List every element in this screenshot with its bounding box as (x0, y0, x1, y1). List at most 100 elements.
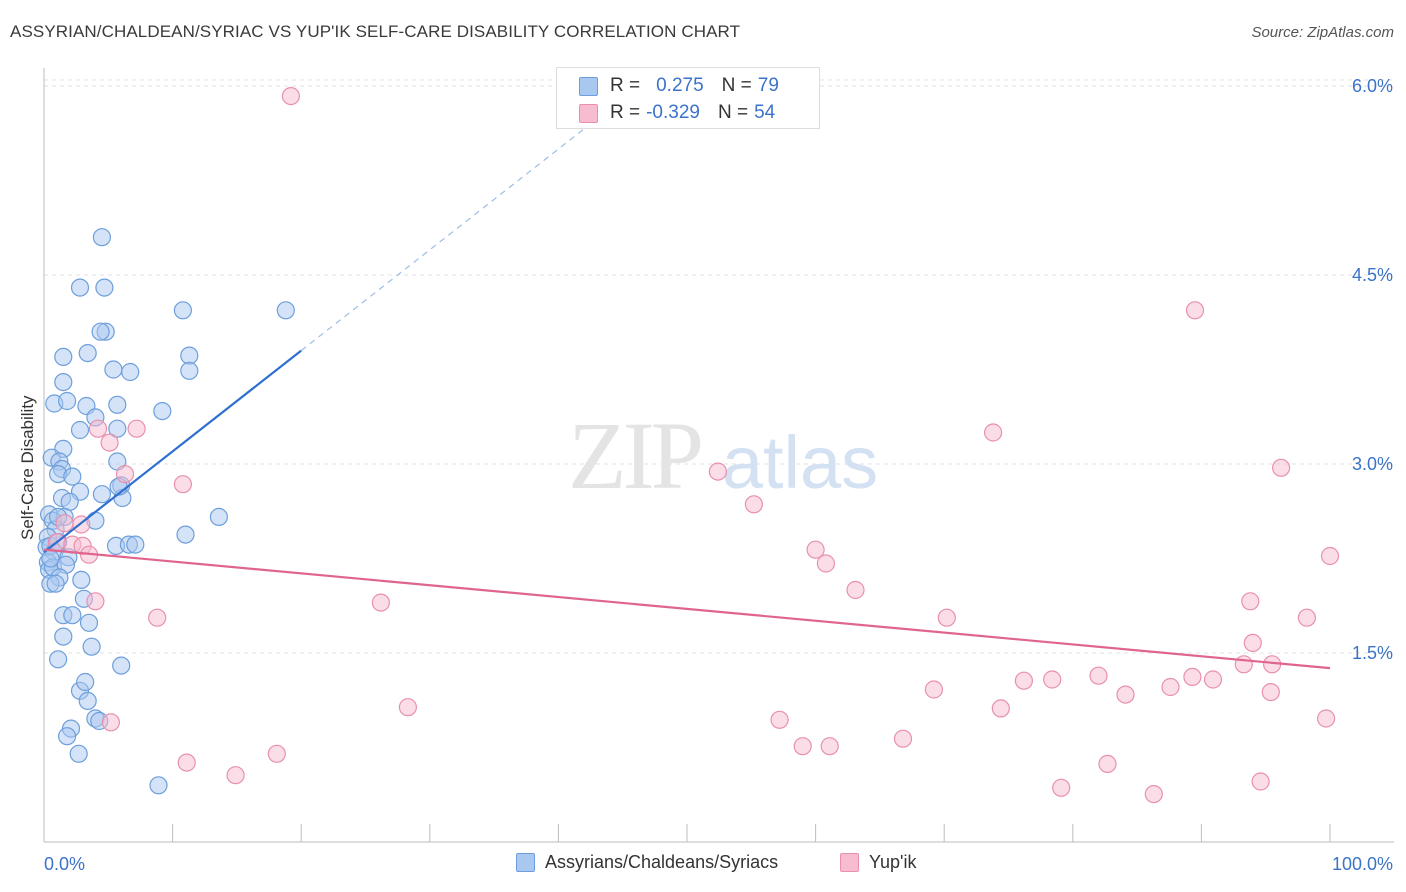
trend-lines (43, 98, 1331, 670)
data-point (46, 574, 65, 593)
data-point (991, 699, 1010, 718)
data-point (1089, 666, 1108, 685)
data-point (1297, 608, 1317, 627)
data-point (1203, 670, 1223, 689)
watermark: ZIP atlas (568, 402, 878, 509)
data-point (126, 535, 145, 554)
watermark-atlas: atlas (722, 421, 878, 504)
data-point (112, 656, 131, 675)
data-point (57, 727, 77, 746)
data-point (267, 744, 286, 763)
data-point (180, 346, 199, 365)
legend-r-label: R = (610, 75, 641, 96)
data-point (70, 278, 90, 297)
data-point (54, 373, 73, 392)
data-point (78, 691, 97, 711)
data-point (82, 637, 101, 656)
legend-row-assyrians: R = 0.275 N = 79 (579, 74, 779, 98)
axes (43, 68, 1394, 843)
x-tick-label: 0.0% (44, 854, 85, 874)
data-point (1316, 709, 1336, 728)
trend-line-yupik (43, 548, 1331, 670)
legend-swatch-yupik (840, 853, 859, 872)
gridlines (44, 79, 1394, 654)
data-point (69, 744, 88, 763)
data-point (398, 698, 417, 717)
data-point (1271, 458, 1291, 477)
data-point (79, 613, 99, 632)
data-point (1241, 592, 1260, 611)
data-point (983, 423, 1003, 442)
data-point (127, 419, 146, 438)
data-point (54, 627, 73, 646)
data-point (108, 395, 127, 414)
data-point (1185, 301, 1205, 320)
data-point (744, 495, 764, 514)
data-point (63, 467, 82, 486)
data-point (1161, 677, 1180, 697)
data-point (1116, 685, 1135, 704)
series-assyrians-points (37, 228, 295, 795)
data-point (281, 86, 300, 106)
legend-swatch-yupik (579, 103, 598, 123)
watermark-zip: ZIP (568, 402, 701, 509)
data-point (1243, 633, 1262, 653)
data-point (91, 322, 110, 341)
data-point (1320, 546, 1340, 566)
source-credit: Source: ZipAtlas.com (1251, 24, 1394, 41)
data-point (86, 592, 105, 611)
data-point (177, 753, 196, 772)
data-point (793, 737, 812, 756)
data-point (924, 680, 944, 699)
data-point (63, 606, 82, 625)
data-point (108, 419, 127, 438)
data-point (48, 650, 68, 669)
legend-label-yupik: Yup'ik (869, 852, 917, 872)
data-point (57, 391, 77, 411)
data-point (92, 485, 112, 504)
data-point (104, 360, 123, 379)
y-axis-title-wrap: Self-Care Disability (18, 395, 38, 740)
data-point (55, 514, 74, 533)
data-point (88, 419, 108, 438)
series-yupik-points (47, 86, 1340, 804)
data-point (149, 776, 168, 795)
data-point (76, 672, 95, 692)
data-point (1052, 778, 1071, 797)
tick-labels: 1.5% 3.0% 4.5% 6.0% 0.0% 100.0% (44, 76, 1393, 874)
data-point (148, 608, 167, 627)
legend-item-assyrians: Assyrians/Chaldeans/Syriacs (516, 852, 778, 873)
legend-n-label: N = (717, 102, 749, 123)
chart-title: ASSYRIAN/CHALDEAN/SYRIAC VS YUP'IK SELF-… (10, 22, 741, 41)
data-point (276, 301, 295, 320)
data-point (180, 361, 199, 380)
data-point (806, 540, 825, 559)
data-point (153, 402, 172, 421)
legend-r-value: -0.329 (646, 102, 700, 123)
data-point (176, 525, 195, 544)
data-point (708, 462, 728, 481)
y-tick-label: 6.0% (1352, 76, 1393, 96)
data-point (1098, 754, 1117, 774)
correlation-legend: R = 0.275 N = 79 R = -0.329 N = 54 (556, 67, 820, 129)
data-point (770, 710, 789, 729)
data-point (72, 570, 91, 590)
data-point (816, 554, 836, 573)
legend-item-yupik: Yup'ik (840, 852, 916, 873)
trend-extension-assyrians (300, 98, 624, 352)
data-point (937, 608, 956, 627)
data-point (1251, 772, 1270, 791)
y-axis-title: Self-Care Disability (18, 395, 37, 540)
y-tick-label: 1.5% (1352, 643, 1393, 663)
data-point (78, 344, 97, 363)
data-point (820, 737, 839, 756)
data-point (1234, 655, 1253, 674)
y-tick-label: 4.5% (1352, 265, 1393, 285)
data-point (1261, 682, 1280, 702)
legend-n-value: 79 (757, 75, 779, 96)
data-point (371, 593, 390, 612)
legend-swatch-assyrians (516, 853, 535, 872)
data-point (60, 492, 79, 511)
data-point (1014, 671, 1034, 690)
